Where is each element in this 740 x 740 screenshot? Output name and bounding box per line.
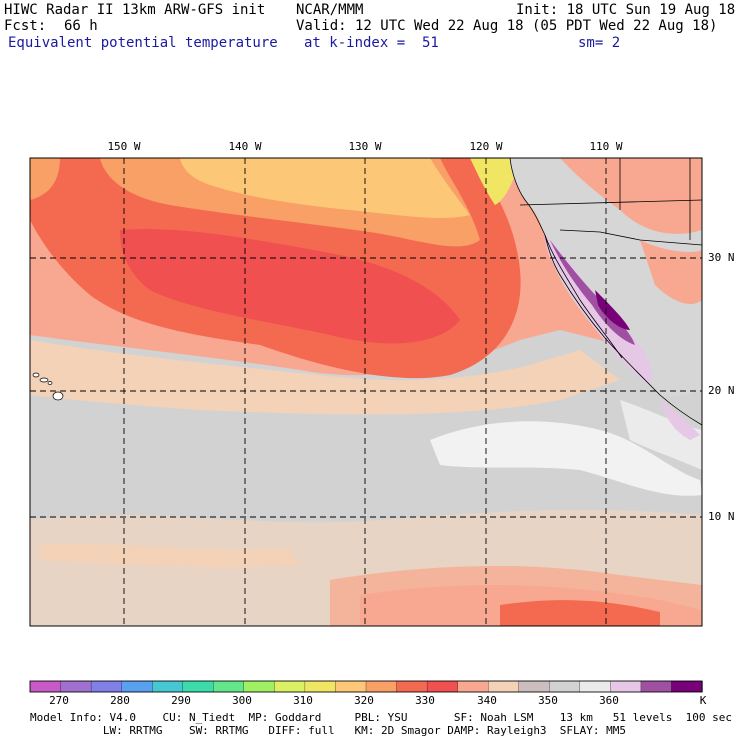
colorbar-cell: [579, 680, 612, 693]
land-salmon-east: [640, 240, 702, 305]
land-salmon-interior: [560, 158, 702, 234]
model-info-line1: Model Info: V4.0 CU: N_Tiedt MP: Goddard…: [30, 711, 732, 724]
red-patch-south: [500, 600, 660, 626]
organization: NCAR/MMM: [296, 2, 364, 18]
cb-tick-350: 350: [538, 694, 558, 707]
gulf-dark-purple: [595, 290, 630, 330]
colorbar-cell: [60, 680, 92, 693]
colorbar-cell: [640, 680, 673, 693]
cb-tick-280: 280: [110, 694, 130, 707]
cb-tick-270: 270: [49, 694, 69, 707]
lon-label-150w: 150 W: [107, 140, 141, 153]
region-yellow-310: [470, 158, 520, 205]
cb-tick-300: 300: [232, 694, 252, 707]
colorbar-cell: [335, 680, 367, 693]
forecast-hour: 66 h: [64, 18, 98, 34]
valid-time: Valid: 12 UTC Wed 22 Aug 18 (05 PDT Wed …: [296, 18, 718, 34]
cb-tick-290: 290: [171, 694, 191, 707]
lavender-mexico-coast: [660, 400, 700, 440]
cb-tick-340: 340: [477, 694, 497, 707]
colorbar-cell: [426, 680, 459, 693]
lon-label-140w: 140 W: [228, 140, 262, 153]
colorbar-cell: [610, 680, 642, 693]
field-name: Equivalent potential temperature: [8, 35, 278, 51]
colorbar-frame: [29, 680, 703, 693]
cb-tick-330: 330: [415, 694, 435, 707]
smoothing-value: sm= 2: [578, 35, 621, 51]
colorbar-cell: [518, 680, 550, 693]
colorbar-cell: [549, 680, 581, 693]
colorbar-cell: [90, 680, 123, 693]
map-frame: [29, 157, 703, 627]
level-index: at k-index = 51: [304, 35, 439, 51]
colorbar-cell: [457, 680, 489, 693]
orange-corner-nw: [30, 158, 60, 200]
forecast-label: Fcst:: [4, 18, 47, 34]
white-patch-mexico: [620, 400, 702, 470]
graticule: [30, 158, 702, 626]
colorbar-cell: [152, 680, 184, 693]
colorbar-cell: [182, 680, 214, 693]
region-light-orange: [180, 158, 470, 218]
region-white-360: [430, 421, 702, 496]
colorbar-cell: [671, 680, 703, 693]
lat-label-10n: 10 N: [708, 510, 735, 523]
colorbar-cell: [121, 680, 153, 693]
region-tan-subtropics: [30, 340, 620, 415]
colorbar-cell: [29, 680, 62, 693]
model-info-line2: LW: RRTMG SW: RRTMG DIFF: full KM: 2D Sm…: [30, 724, 627, 737]
colorbar-cell: [243, 680, 276, 693]
cb-tick-360: 360: [599, 694, 619, 707]
lat-label-30n: 30 N: [708, 251, 735, 264]
tan-streak: [40, 543, 300, 568]
cb-tick-310: 310: [293, 694, 313, 707]
model-title: HIWC Radar II 13km ARW-GFS init: [4, 2, 266, 18]
lat-label-20n: 20 N: [708, 384, 735, 397]
cb-tick-320: 320: [354, 694, 374, 707]
colorbar-cell: [488, 680, 520, 693]
colorbar-cell: [396, 680, 428, 693]
colorbar-cell: [365, 680, 398, 693]
colorbar-cell: [304, 680, 337, 693]
hawaii-islands: [32, 372, 64, 401]
colorbar-cell: [213, 680, 245, 693]
colorbar-cell: [274, 680, 306, 693]
lon-label-130w: 130 W: [348, 140, 382, 153]
lon-label-120w: 120 W: [469, 140, 503, 153]
init-time: Init: 18 UTC Sun 19 Aug 18: [516, 2, 736, 18]
cb-unit: K: [699, 694, 707, 707]
lon-label-110w: 110 W: [589, 140, 623, 153]
coastline: [509, 157, 703, 426]
